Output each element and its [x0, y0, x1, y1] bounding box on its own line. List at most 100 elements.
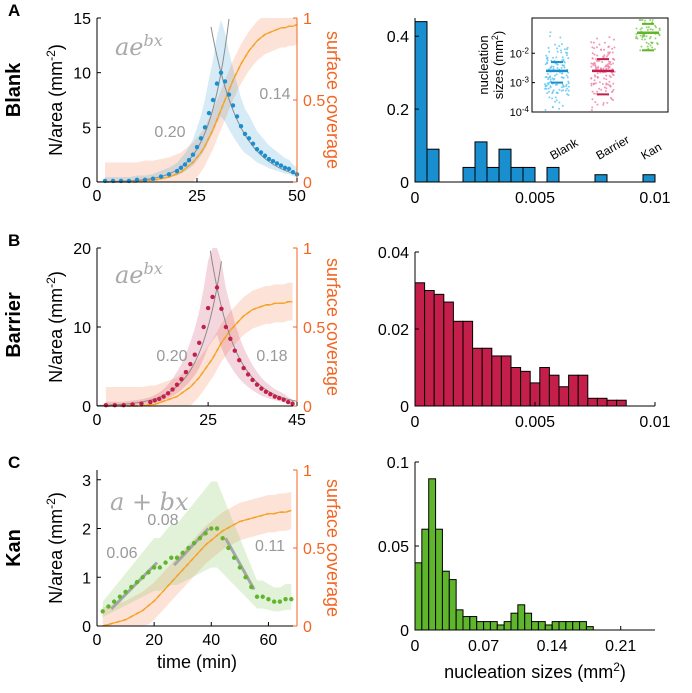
inset-point — [592, 82, 595, 85]
x-tick-label: 0 — [411, 190, 420, 207]
inset-point — [549, 66, 552, 69]
inset-point — [607, 83, 610, 86]
data-point — [245, 372, 251, 377]
histogram-bar — [455, 609, 464, 631]
x-tick-label: 0.21 — [605, 638, 636, 655]
inset-point — [566, 76, 569, 79]
data-point — [152, 398, 157, 403]
linear-fit-segment — [110, 561, 159, 610]
inset-point — [649, 35, 652, 38]
inset-point — [561, 86, 564, 89]
histogram-C: 0 0.07 0.14 0.21 0 0.05 0.1 nucleation sizes (m… — [378, 455, 655, 682]
inset-point — [547, 76, 550, 79]
histogram-bar — [544, 624, 553, 631]
data-point — [290, 169, 296, 175]
formula-label: aebx — [115, 31, 163, 62]
inset-point — [555, 99, 558, 102]
line-panel-C: 0 20 40 60 0 1 2 3 0 0.5 1 N/area (mm-2) surface cov… — [3, 453, 343, 672]
y-tick-label: 0.2 — [387, 102, 409, 119]
data-point — [254, 147, 260, 152]
data-point — [170, 387, 175, 392]
inset-point — [544, 63, 547, 66]
inset-point — [590, 109, 593, 111]
inset-point — [552, 89, 555, 92]
data-point — [259, 386, 264, 391]
inset-point — [602, 55, 605, 58]
data-point — [209, 526, 214, 531]
y-tick-label: 2 — [82, 522, 91, 539]
inset-point — [640, 45, 643, 48]
histogram-bar — [486, 166, 500, 183]
data-point — [283, 596, 288, 602]
inset-category-label: Blank — [548, 135, 582, 163]
data-point — [237, 565, 243, 570]
histogram-bar — [531, 621, 539, 631]
inset-point — [544, 87, 547, 90]
data-point — [243, 575, 248, 580]
inset-point — [551, 90, 554, 93]
inset-point — [605, 82, 608, 85]
rate-label: 0.11 — [255, 538, 285, 555]
inset-point — [556, 63, 559, 66]
data-point — [188, 361, 193, 367]
inset-point — [562, 64, 565, 67]
inset-point — [604, 90, 607, 93]
inset-point — [565, 83, 568, 86]
data-point — [151, 565, 157, 570]
data-point — [197, 340, 202, 345]
data-point — [266, 156, 272, 162]
inset-point — [595, 67, 598, 70]
data-point — [140, 575, 145, 580]
rate-label: 0.14 — [259, 86, 290, 103]
data-point — [234, 114, 240, 119]
inset-point — [567, 80, 570, 83]
y-tick-label: 0.02 — [378, 322, 409, 339]
inset-point — [649, 28, 652, 31]
inset-point — [612, 38, 615, 41]
y-tick-label: 0.1 — [387, 455, 409, 472]
inset-point — [610, 91, 613, 94]
inset-point — [651, 21, 654, 24]
data-point — [285, 399, 291, 405]
inset-point — [559, 36, 562, 39]
inset-point — [609, 63, 612, 66]
histogram-bar — [558, 386, 570, 407]
coverage-fit-line — [102, 509, 292, 627]
data-point — [226, 545, 231, 551]
data-point — [289, 596, 294, 602]
data-point — [282, 165, 288, 170]
inset-point — [548, 96, 551, 99]
y-tick-label: 10 — [73, 320, 91, 337]
data-point — [214, 526, 220, 531]
inset-point — [548, 50, 551, 53]
rate-label: 0.18 — [256, 348, 287, 365]
inset-point — [591, 57, 594, 60]
inset-point — [549, 31, 552, 34]
inset-point — [561, 83, 564, 86]
inset-point — [638, 19, 641, 21]
data-point — [174, 168, 180, 174]
panel-letter: B — [8, 231, 20, 250]
histogram-bar — [414, 282, 426, 407]
inset-point — [635, 27, 638, 30]
data-point — [148, 399, 153, 405]
data-point — [169, 555, 174, 560]
histogram-bar — [558, 621, 567, 631]
data-point — [270, 159, 276, 164]
data-point — [250, 377, 255, 383]
inset-point — [566, 46, 569, 49]
data-point — [134, 579, 140, 585]
inset-y-label-line2: sizes (mm2) — [490, 31, 506, 100]
x-tick-label: 0.14 — [537, 638, 568, 655]
data-point — [238, 124, 244, 129]
x-tick-label: 25 — [188, 188, 206, 205]
y2-tick-label: 1 — [303, 241, 312, 258]
panel-letter: C — [8, 453, 20, 472]
y-tick-label: 0 — [400, 175, 409, 192]
inset-point — [544, 109, 547, 111]
inset-point — [596, 103, 599, 106]
inset-y-label-line1: nucleation — [476, 35, 491, 94]
inset-point — [607, 45, 610, 48]
